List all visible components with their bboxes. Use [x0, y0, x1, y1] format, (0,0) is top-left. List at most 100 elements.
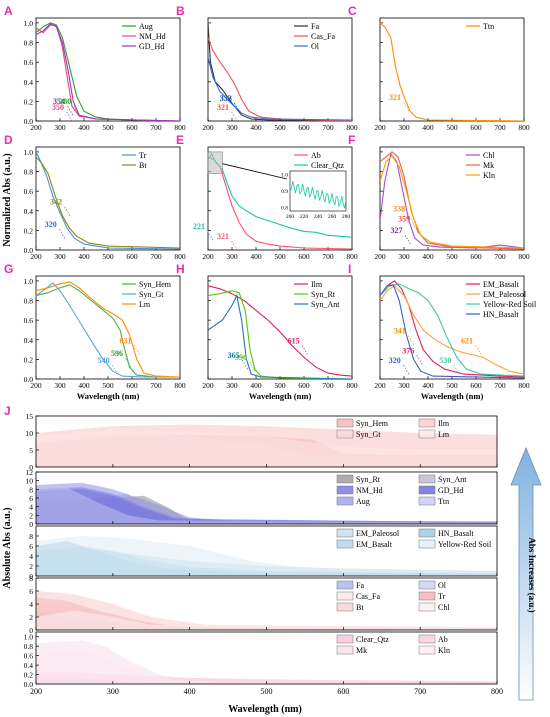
- bottom-x-axis-label: Wavelength (nm): [228, 704, 302, 715]
- legend-label-EM-Basalt: EM_Basalt: [356, 540, 393, 549]
- y-tick-label: 0.6: [24, 58, 34, 67]
- x-tick-label: 500: [446, 252, 458, 261]
- area-Yellow-Red-Soil: [36, 536, 497, 576]
- annotation-341: 341: [394, 327, 406, 336]
- legend-swatch: [336, 528, 354, 538]
- x-tick-label: 700: [322, 252, 334, 261]
- legend-swatch: [336, 634, 354, 644]
- x-tick-label: 300: [54, 381, 66, 390]
- legend-label-Cas-Fa: Cas_Fa: [356, 592, 380, 601]
- y-tick-label: 0: [29, 463, 33, 472]
- panel-E: E 200 300 400 500 600 700 800 200 220 240 260 280 0.8…: [176, 133, 358, 261]
- x-tick-label: 800: [346, 123, 358, 132]
- series-line-Ilm: [208, 285, 352, 377]
- legend-label-Yellow-Red-Soil: Yellow-Red Soil: [438, 540, 492, 549]
- legend-label-Ol: Ol: [311, 42, 320, 51]
- series-line-GD-Hd: [36, 23, 180, 121]
- area-Chl: [36, 610, 497, 630]
- annotation-338: 338: [393, 205, 405, 214]
- y-tick-label: 2: [29, 511, 33, 520]
- x-tick-label: 200: [30, 123, 42, 132]
- y-tick-label: 0.4: [24, 78, 34, 87]
- x-tick-label: 200: [202, 123, 214, 132]
- legend-label-EM-Paleosol: EM_Paleosol: [483, 290, 527, 299]
- x-tick-label: 300: [398, 381, 410, 390]
- legend-label-HN-Basalt: HN_Basalt: [483, 310, 519, 319]
- y-tick-label: 1.0: [24, 277, 34, 286]
- x-tick-label: 800: [518, 123, 530, 132]
- y-tick-label: 1.0: [24, 633, 34, 642]
- x-axis-label: Wavelength (nm): [421, 391, 484, 401]
- legend-label-EM-Paleosol: EM_Paleosol: [356, 529, 400, 538]
- annotation-321: 321: [217, 232, 229, 241]
- y-tick-label: 6: [29, 542, 33, 551]
- series-line-HN-Basalt: [380, 284, 524, 379]
- x-tick-label: 800: [174, 252, 186, 261]
- y-tick-label: 0.6: [24, 187, 34, 196]
- panel-label-C: C: [348, 4, 357, 18]
- legend-swatch: [336, 474, 354, 484]
- annotation-327: 327: [390, 226, 402, 235]
- panel-label-F: F: [348, 133, 355, 147]
- x-tick-label: 700: [322, 381, 334, 390]
- legend-label-NM-Hd: NM_Hd: [356, 486, 383, 495]
- legend-label-Syn-Ant: Syn_Ant: [438, 475, 467, 484]
- y-tick-label: 0: [29, 572, 33, 581]
- legend-label-Syn-Ant: Syn_Ant: [311, 300, 340, 309]
- x-tick-label: 200: [374, 381, 386, 390]
- annotation-333: 333: [220, 94, 232, 103]
- legend-label-Ilm: Ilm: [311, 280, 323, 289]
- annotation-621: 621: [461, 336, 473, 345]
- area-Aug: [36, 482, 497, 524]
- annotation-dash: [230, 239, 238, 251]
- top-y-axis-label: Normalized Abs (a.u.): [2, 153, 13, 246]
- annotation-dash: [230, 110, 238, 122]
- y-tick-label: 1.0: [24, 148, 34, 157]
- annotation-dash: [72, 104, 80, 116]
- legend-label-Clear-Qtz: Clear_Qtz: [356, 635, 389, 644]
- y-tick-label: 6: [29, 587, 33, 596]
- annotation-615: 615: [288, 336, 300, 345]
- legend-swatch: [336, 602, 354, 612]
- inset-y-tick-label: 1.0: [281, 172, 288, 178]
- x-tick-label: 700: [150, 252, 162, 261]
- legend-label-Tr: Tr: [438, 592, 446, 601]
- annotation-320: 320: [45, 220, 57, 229]
- legend-label-Clear-Qtz: Clear_Qtz: [311, 161, 344, 170]
- y-tick-label: 4: [29, 552, 33, 561]
- x-tick-label: 200: [30, 687, 42, 696]
- series-line-Lm: [36, 281, 180, 378]
- legend-swatch: [336, 429, 354, 439]
- legend-label-EM-Basalt: EM_Basalt: [483, 280, 520, 289]
- x-tick-label: 600: [298, 123, 310, 132]
- x-tick-label: 400: [78, 123, 90, 132]
- legend-swatch: [418, 591, 436, 601]
- legend-swatch: [336, 496, 354, 506]
- legend-swatch: [336, 418, 354, 428]
- panel-label-A: A: [4, 4, 13, 18]
- legend-label-Syn-Hem: Syn_Hem: [356, 419, 389, 428]
- inset-x-tick-label: 280: [342, 214, 351, 220]
- x-tick-label: 300: [398, 123, 410, 132]
- series-line-Tr: [36, 151, 180, 250]
- y-tick-label: 0.4: [24, 207, 34, 216]
- annotation-376: 376: [402, 346, 414, 355]
- panel-label-I: I: [348, 262, 351, 276]
- x-tick-label: 600: [126, 252, 138, 261]
- legend-swatch: [418, 645, 436, 655]
- annotation-dash: [241, 359, 248, 370]
- x-tick-label: 300: [226, 123, 238, 132]
- inset-y-tick-label: 0.9: [281, 189, 288, 195]
- legend-label-Syn-Rt: Syn_Rt: [311, 290, 336, 299]
- legend-label-Lm: Lm: [438, 430, 450, 439]
- x-tick-label: 200: [202, 381, 214, 390]
- x-tick-label: 600: [470, 123, 482, 132]
- y-tick-label: 0: [29, 520, 33, 529]
- legend-swatch: [336, 539, 354, 549]
- y-tick-label: 0.8: [24, 39, 34, 48]
- x-tick-label: 300: [54, 252, 66, 261]
- x-tick-label: 500: [446, 381, 458, 390]
- x-tick-label: 600: [126, 123, 138, 132]
